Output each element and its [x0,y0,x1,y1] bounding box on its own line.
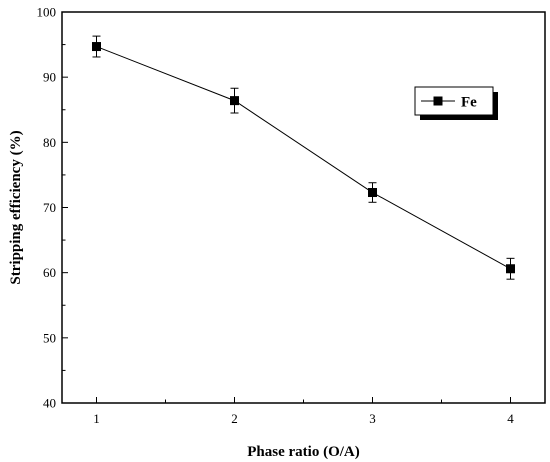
x-tick-label: 3 [369,411,376,426]
x-tick-label: 1 [93,411,100,426]
y-tick-label: 40 [43,396,56,411]
series-line [96,46,511,270]
data-point [92,42,101,52]
data-point [506,264,515,274]
y-axis-title: Stripping efficiency (%) [8,130,24,284]
y-tick-label: 50 [43,330,56,345]
x-axis-title: Phase ratio (O/A) [247,444,359,460]
y-tick-label: 90 [43,70,56,85]
legend-marker [433,96,443,106]
y-tick-label: 60 [43,265,56,280]
x-tick-label: 2 [231,411,238,426]
data-point [230,96,239,106]
data-point [368,188,377,198]
y-tick-label: 100 [37,5,57,20]
y-tick-label: 70 [43,200,56,215]
legend-label: Fe [461,95,477,111]
plot-frame [61,11,546,404]
x-tick-label: 4 [507,411,514,426]
series-layer [92,35,515,280]
legend: Fe [414,86,498,120]
ticks-layer: 40 50 60 70 80 90 100 1 2 3 4 [37,5,515,427]
y-tick-label: 80 [43,135,56,150]
